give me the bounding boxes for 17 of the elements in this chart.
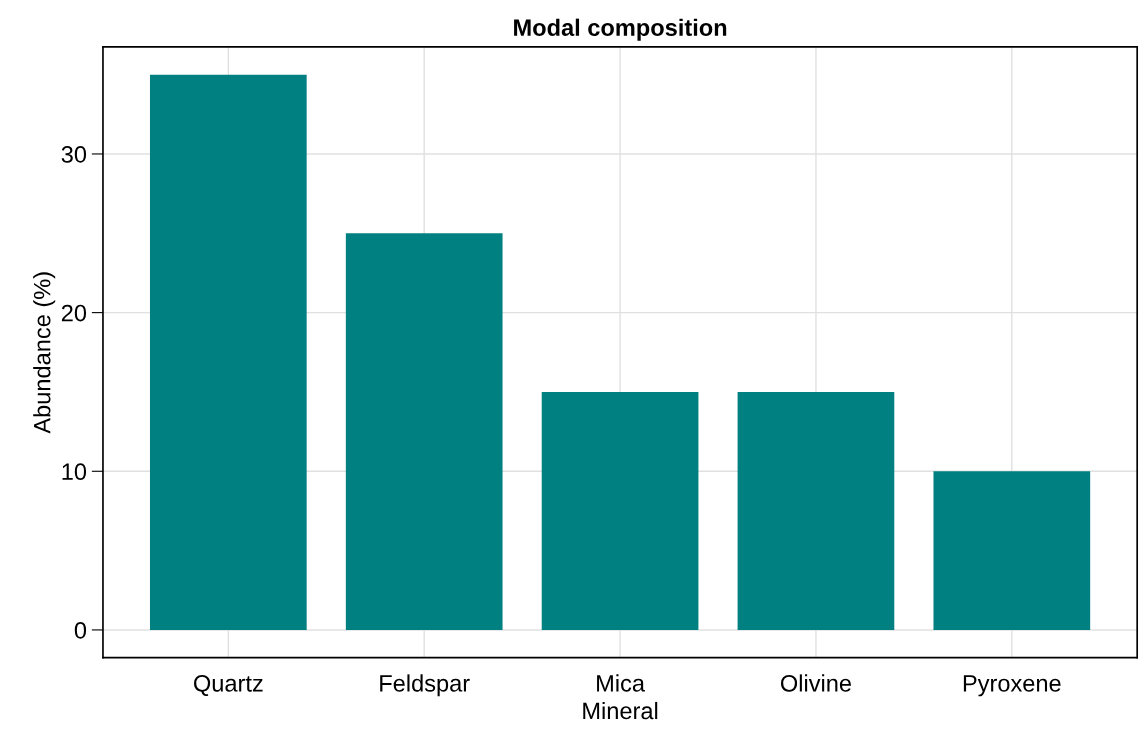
x-axis-title: Mineral: [583, 701, 658, 720]
bar: [933, 471, 1091, 630]
x-tick-label: Quartz: [194, 674, 263, 696]
chart-title: Modal composition: [514, 18, 727, 41]
y-tick-label: 0: [74, 622, 87, 639]
x-tick-label: Olivine: [780, 674, 851, 692]
bar: [345, 233, 503, 630]
bar: [541, 391, 699, 630]
y-axis-title: Abundance (%): [33, 272, 56, 434]
x-tick-label: Feldspar: [380, 674, 470, 697]
y-tick-label: 10: [62, 463, 87, 481]
x-tick-label: Pyroxene: [963, 675, 1061, 697]
y-tick-label: 30: [61, 146, 87, 163]
bar: [737, 391, 895, 630]
x-tick-label: Mica: [597, 674, 645, 692]
bar: [149, 74, 307, 630]
y-tick-label: 20: [61, 304, 87, 322]
